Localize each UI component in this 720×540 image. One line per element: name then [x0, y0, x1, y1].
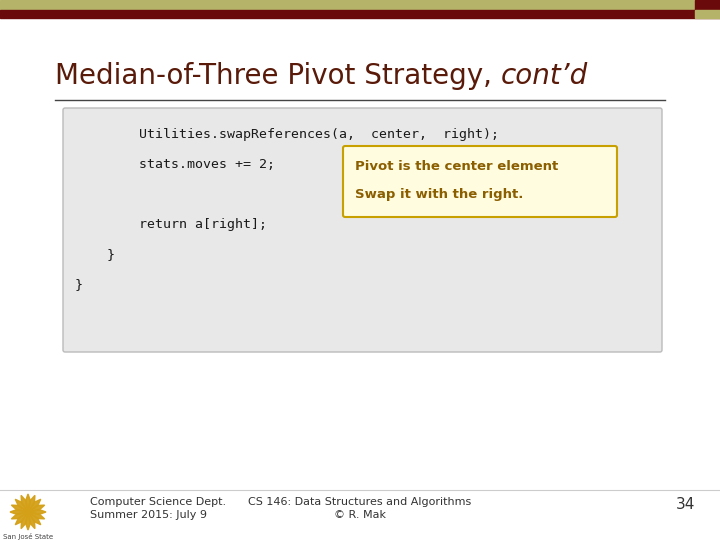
- Text: © R. Mak: © R. Mak: [334, 510, 386, 520]
- Polygon shape: [28, 512, 41, 525]
- Polygon shape: [21, 495, 28, 512]
- Text: }: }: [75, 248, 115, 261]
- Bar: [695, 0, 720, 10]
- Polygon shape: [12, 505, 28, 512]
- Text: 34: 34: [675, 497, 695, 512]
- Polygon shape: [28, 505, 45, 512]
- Polygon shape: [28, 510, 46, 514]
- Polygon shape: [21, 512, 28, 529]
- Polygon shape: [15, 500, 28, 512]
- Text: Swap it with the right.: Swap it with the right.: [355, 188, 523, 201]
- Bar: [695, 10, 720, 18]
- Polygon shape: [15, 512, 28, 525]
- Polygon shape: [12, 512, 28, 519]
- FancyBboxPatch shape: [343, 146, 617, 217]
- Text: Median-of-Three Pivot Strategy,: Median-of-Three Pivot Strategy,: [55, 62, 501, 90]
- Bar: [0, 0, 720, 10]
- FancyBboxPatch shape: [63, 108, 662, 352]
- Text: Computer Science Dept.: Computer Science Dept.: [90, 497, 226, 507]
- Polygon shape: [28, 512, 35, 529]
- Text: San José State
UNIVERSITY: San José State UNIVERSITY: [3, 533, 53, 540]
- Polygon shape: [26, 512, 30, 530]
- Polygon shape: [28, 512, 45, 519]
- Text: Utilities.swapReferences(a,  center,  right);: Utilities.swapReferences(a, center, righ…: [75, 128, 499, 141]
- Polygon shape: [10, 510, 28, 514]
- Polygon shape: [26, 494, 30, 512]
- Text: Summer 2015: July 9: Summer 2015: July 9: [90, 510, 207, 520]
- Polygon shape: [28, 495, 35, 512]
- Text: CS 146: Data Structures and Algorithms: CS 146: Data Structures and Algorithms: [248, 497, 472, 507]
- Bar: [0, 10, 720, 18]
- Text: cont’d: cont’d: [501, 62, 588, 90]
- Text: Pivot is the center element: Pivot is the center element: [355, 160, 558, 173]
- Text: stats.moves += 2;: stats.moves += 2;: [75, 158, 275, 171]
- Polygon shape: [28, 500, 41, 512]
- Text: }: }: [75, 278, 83, 291]
- Text: return a[right];: return a[right];: [75, 218, 267, 231]
